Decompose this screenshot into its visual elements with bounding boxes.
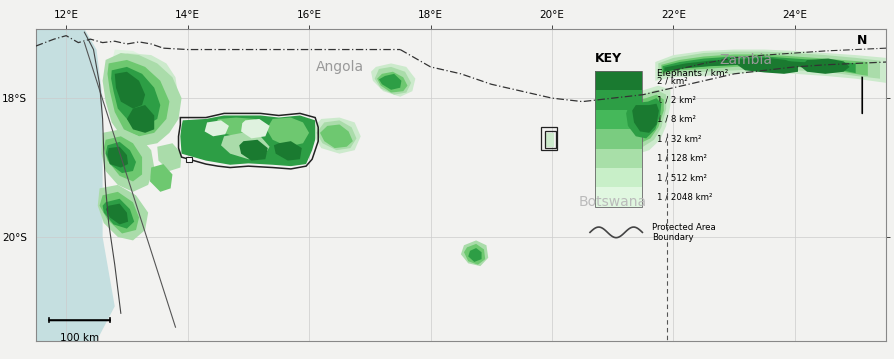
Polygon shape	[121, 53, 178, 122]
Polygon shape	[663, 59, 831, 72]
Polygon shape	[631, 104, 658, 133]
Polygon shape	[623, 95, 663, 143]
Polygon shape	[239, 140, 267, 160]
Text: 100 km: 100 km	[60, 333, 99, 343]
Polygon shape	[658, 52, 879, 79]
Polygon shape	[104, 136, 142, 181]
Polygon shape	[371, 64, 415, 97]
Polygon shape	[105, 204, 128, 224]
Polygon shape	[99, 192, 139, 233]
Polygon shape	[463, 244, 485, 265]
Polygon shape	[103, 53, 181, 147]
Polygon shape	[274, 141, 301, 160]
Polygon shape	[111, 67, 160, 126]
Polygon shape	[107, 147, 128, 168]
Polygon shape	[101, 129, 154, 192]
Text: Botswana: Botswana	[578, 195, 646, 209]
Polygon shape	[376, 72, 407, 93]
Text: Zambia: Zambia	[719, 53, 772, 67]
Polygon shape	[112, 50, 169, 119]
Polygon shape	[460, 241, 488, 266]
Text: N: N	[856, 34, 866, 47]
Polygon shape	[314, 117, 360, 154]
Polygon shape	[544, 133, 553, 147]
Polygon shape	[240, 119, 269, 138]
Polygon shape	[320, 125, 352, 148]
Polygon shape	[221, 133, 269, 159]
Polygon shape	[114, 72, 145, 108]
Polygon shape	[103, 199, 134, 229]
Polygon shape	[36, 29, 114, 341]
Polygon shape	[97, 185, 148, 241]
Polygon shape	[266, 117, 308, 147]
Polygon shape	[316, 120, 356, 150]
Polygon shape	[378, 74, 401, 90]
Polygon shape	[105, 142, 136, 173]
Polygon shape	[617, 86, 670, 154]
Polygon shape	[375, 67, 410, 95]
Polygon shape	[205, 120, 229, 136]
Polygon shape	[621, 90, 665, 147]
Polygon shape	[186, 157, 192, 162]
Polygon shape	[150, 164, 173, 192]
Polygon shape	[180, 116, 315, 166]
Polygon shape	[468, 248, 481, 262]
Polygon shape	[107, 60, 169, 136]
Polygon shape	[626, 98, 661, 138]
Text: Angola: Angola	[315, 60, 363, 74]
Polygon shape	[127, 105, 154, 133]
Polygon shape	[661, 55, 867, 76]
Polygon shape	[654, 50, 885, 83]
Polygon shape	[737, 58, 797, 74]
Polygon shape	[215, 117, 266, 140]
Polygon shape	[662, 56, 855, 73]
Polygon shape	[157, 143, 181, 171]
Polygon shape	[800, 59, 848, 74]
